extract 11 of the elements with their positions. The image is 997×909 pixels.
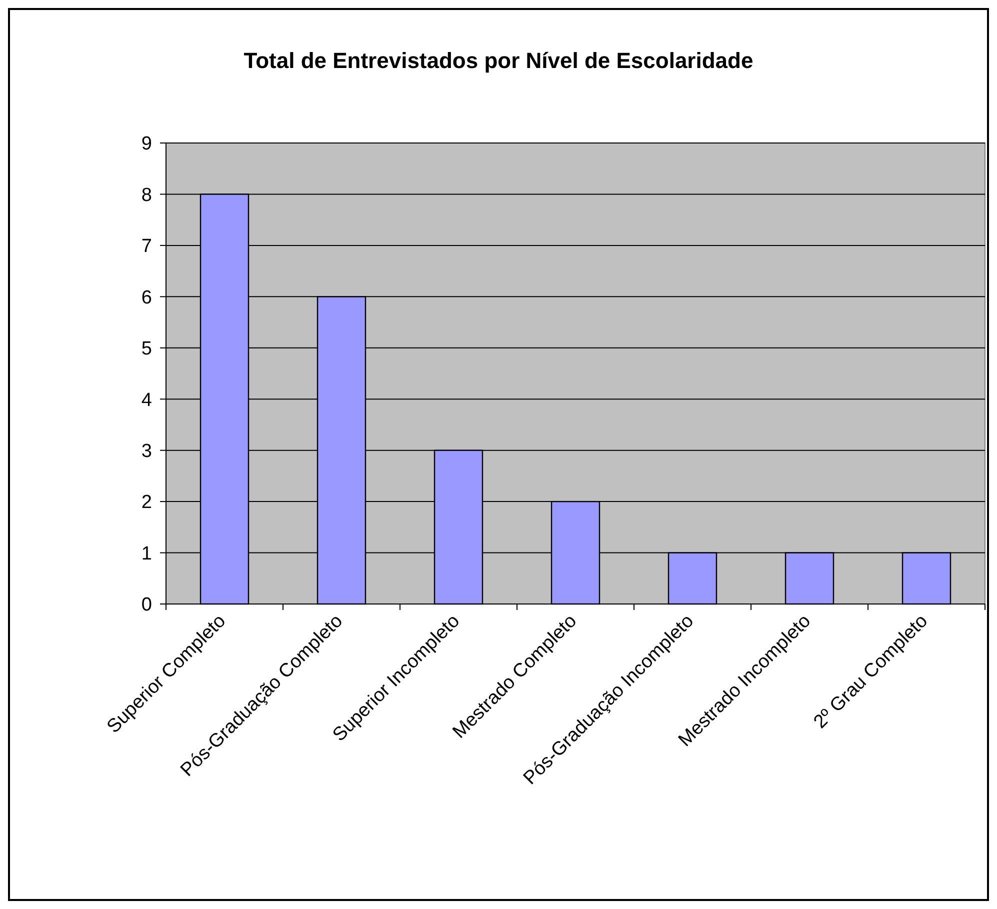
y-tick-label: 3: [141, 440, 152, 462]
y-tick-label: 8: [141, 184, 152, 206]
y-tick-label: 2: [141, 492, 152, 514]
y-tick-label: 6: [141, 287, 152, 308]
y-tick-label: 7: [141, 236, 152, 258]
chart-title: Total de Entrevistados por Nível de Escolaridade: [244, 48, 754, 73]
y-tick-label: 1: [141, 543, 152, 564]
y-tick-label: 0: [141, 594, 152, 616]
y-tick-label: 5: [141, 338, 152, 360]
y-tick-label: 9: [141, 134, 152, 155]
y-tick-label: 4: [141, 390, 152, 411]
